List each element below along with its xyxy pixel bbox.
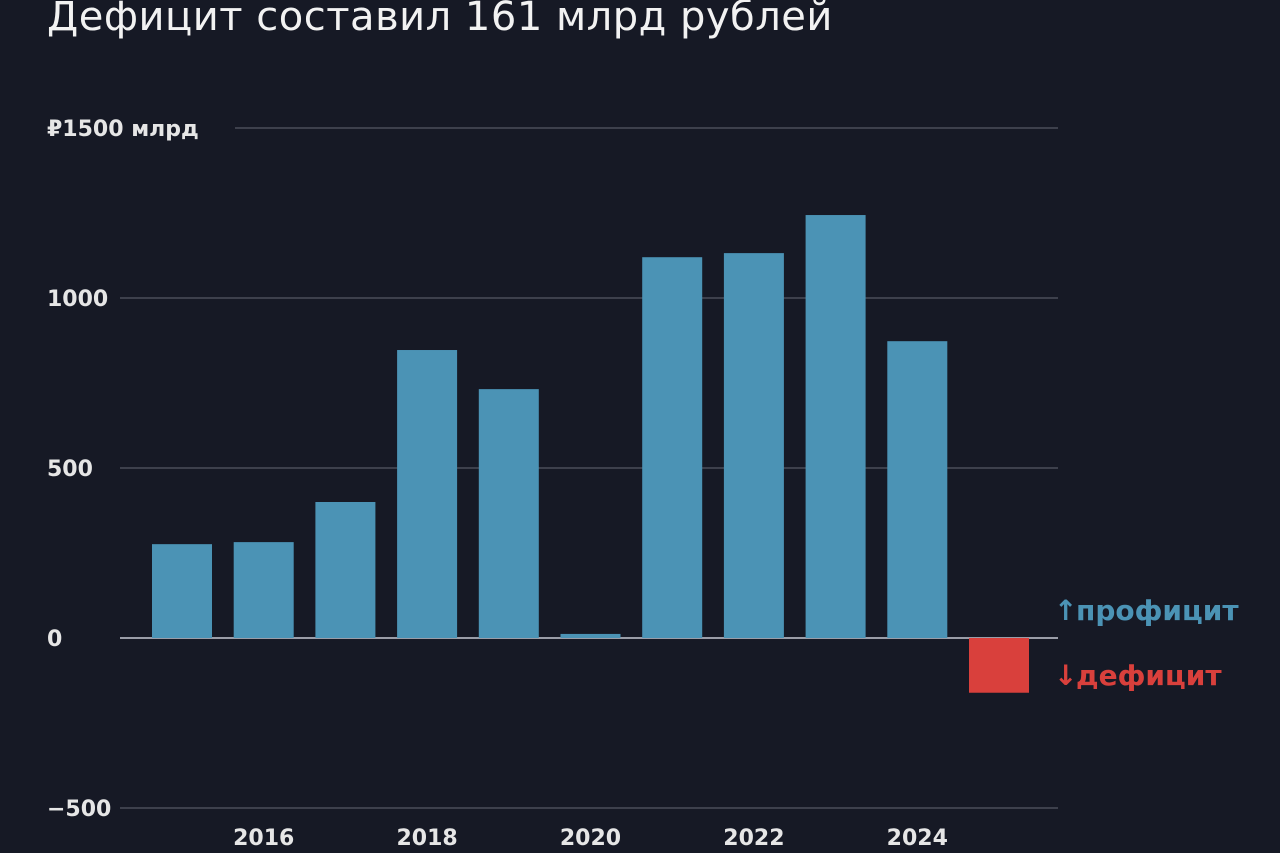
legend-label-surplus: профицит [1076,594,1239,627]
bar-2025 [969,638,1029,693]
x-tick-label: 2024 [887,826,948,851]
y-tick-label: −500 [47,797,111,822]
bar-2020 [560,633,621,638]
x-tick-label: 2020 [560,826,621,851]
x-tick-label: 2016 [233,826,294,851]
y-tick-label: 0 [47,627,62,652]
x-tick-label: 2018 [396,826,457,851]
chart-title: Дефицит составил 161 млрд рублей [47,0,833,40]
bar-2024 [887,341,948,638]
bar-2018 [397,350,458,638]
bar-2021 [642,257,703,638]
bar-2017 [315,502,376,638]
y-tick-label: ₽1500 млрд [47,117,199,142]
bar-2022 [723,253,784,638]
bar-2023 [805,215,866,639]
legend-arrow-icon: ↑ [1054,594,1077,627]
bar-2015 [152,544,212,638]
y-tick-label: 500 [47,457,93,482]
legend-label-deficit: дефицит [1076,659,1222,692]
legend-arrow-icon: ↓ [1054,659,1077,692]
bar-2016 [233,542,294,638]
y-tick-label: 1000 [47,287,108,312]
x-tick-label: 2022 [723,826,784,851]
bar-2019 [478,389,539,638]
